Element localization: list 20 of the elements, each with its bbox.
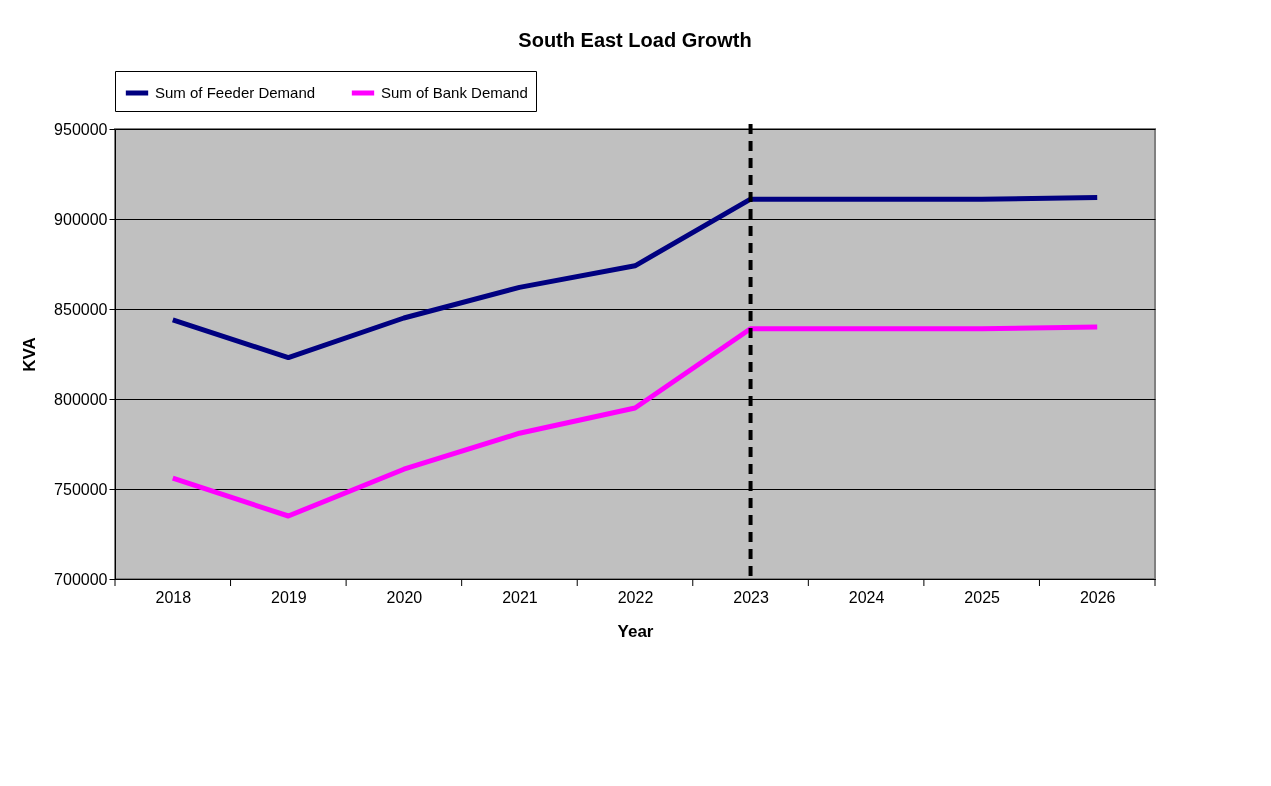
y-tick-label: 900000 [54, 210, 108, 228]
x-tick-label: 2024 [848, 588, 885, 606]
x-tick-label: 2019 [271, 588, 307, 606]
x-tick-label: 2025 [964, 588, 1001, 606]
x-axis-title: Year [617, 621, 654, 641]
x-tick-label: 2021 [502, 588, 538, 606]
y-tick-label: 750000 [54, 480, 108, 498]
x-tick-label: 2018 [155, 588, 192, 606]
x-tick-label: 2026 [1079, 588, 1116, 606]
legend-label: Sum of Feeder Demand [155, 84, 316, 101]
y-tick-label: 700000 [54, 570, 108, 588]
x-tick-label: 2023 [733, 588, 769, 606]
legend-label: Sum of Bank Demand [381, 84, 528, 101]
y-tick-label: 950000 [54, 120, 108, 138]
y-tick-label: 800000 [54, 390, 108, 408]
x-tick-label: 2022 [617, 588, 654, 606]
y-tick-label: 850000 [54, 300, 108, 318]
chart-title: South East Load Growth [518, 28, 752, 51]
x-tick-label: 2020 [386, 588, 423, 606]
y-axis-title: KVA [20, 337, 40, 372]
